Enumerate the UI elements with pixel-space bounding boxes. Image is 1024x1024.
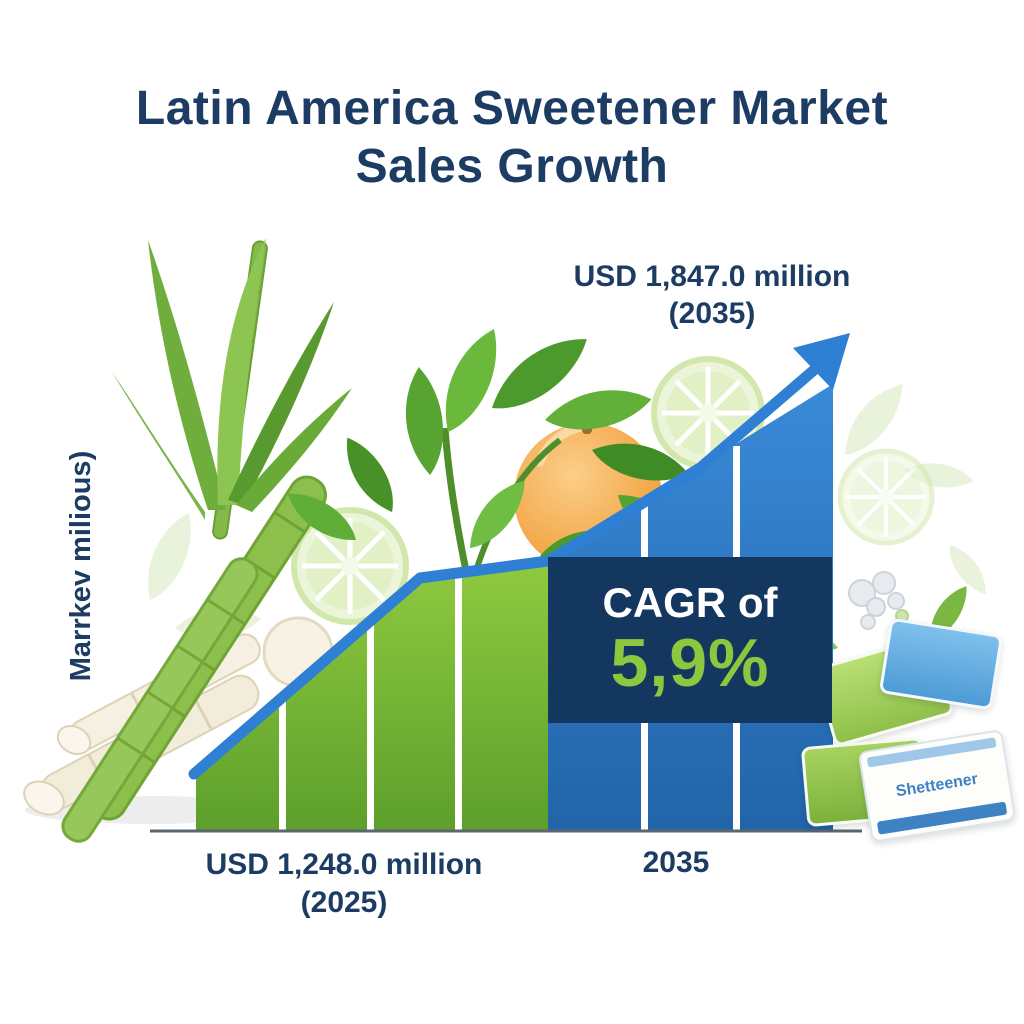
chart-title-line2: Sales Growth — [355, 139, 669, 193]
start-value-text: USD 1,248.0 million — [205, 848, 483, 881]
cagr-value-text: 5,9% — [610, 625, 770, 702]
end-value-text: USD 1,847.0 million — [573, 260, 851, 293]
y-axis-label: Marrkev milious) — [65, 450, 97, 682]
start-year-text: (2025) — [300, 886, 388, 919]
chart-title-line1: Latin America Sweetener Market — [135, 82, 889, 135]
sweetener-packet-label: Shetteener — [894, 770, 980, 801]
cagr-prefix-text: CAGR of — [602, 579, 778, 627]
end-value-callout: USD 1,847.0 million (2035) — [537, 258, 887, 332]
berries-decor — [848, 571, 909, 630]
x-axis-end-label: 2035 — [642, 846, 710, 879]
end-year-text: (2035) — [668, 297, 756, 330]
green-bars — [196, 566, 548, 830]
x-axis-start-label: USD 1,248.0 million (2025) — [179, 846, 509, 922]
lime-slice-icon — [291, 356, 935, 625]
chart-title: Latin America Sweetener Market Sales Gro… — [0, 80, 1024, 195]
cagr-badge: CAGR of 5,9% — [548, 557, 832, 723]
